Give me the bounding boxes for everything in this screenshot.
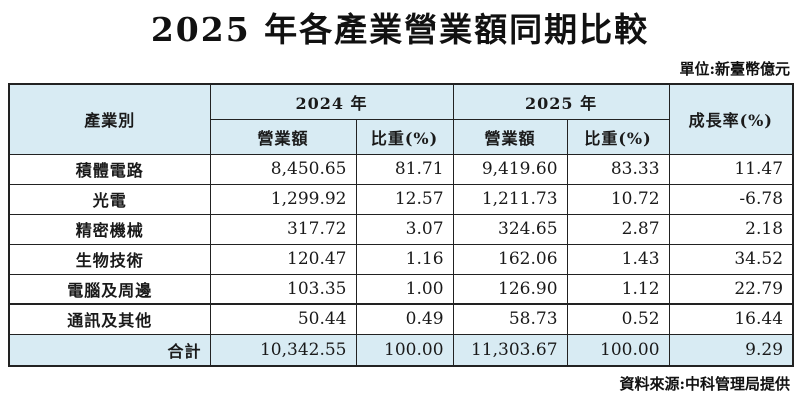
table-row-precision-machinery: 精密機械 317.72 3.07 324.65 2.87 2.18 xyxy=(8,213,794,245)
revenue-2024-value: 120.47 xyxy=(209,243,357,275)
industry-label: 積體電路 xyxy=(8,153,211,185)
share-2025-value: 83.33 xyxy=(566,153,670,185)
revenue-2025-value: 324.65 xyxy=(452,213,568,245)
revenue-2025-value: 58.73 xyxy=(452,303,568,335)
total-revenue-2025-value: 11,303.67 xyxy=(452,333,568,367)
revenue-2025-value: 1,211.73 xyxy=(452,183,568,215)
growth-rate-value: 2.18 xyxy=(668,213,794,245)
source-note: 資料來源:中科管理局提供 xyxy=(619,375,790,393)
share-2024-value: 81.71 xyxy=(355,153,454,185)
share-2025-value: 1.43 xyxy=(566,243,670,275)
header-growth-rate: 成長率(%) xyxy=(668,83,794,155)
growth-rate-value: 16.44 xyxy=(668,303,794,335)
header-industry: 產業別 xyxy=(8,83,211,155)
share-2024-value: 3.07 xyxy=(355,213,454,245)
revenue-2024-value: 103.35 xyxy=(209,273,357,305)
header-share-2025: 比重(%) xyxy=(566,118,670,155)
total-share-2025-value: 100.00 xyxy=(566,333,670,367)
growth-rate-value: 22.79 xyxy=(668,273,794,305)
table-row-integrated-circuits: 積體電路 8,450.65 81.71 9,419.60 83.33 11.47 xyxy=(8,153,794,185)
share-2025-value: 1.12 xyxy=(566,273,670,305)
header-revenue-2024: 營業額 xyxy=(209,118,357,155)
revenue-2025-value: 126.90 xyxy=(452,273,568,305)
table-row-computers-peripherals: 電腦及周邊 103.35 1.00 126.90 1.12 22.79 xyxy=(8,273,794,305)
share-2024-value: 12.57 xyxy=(355,183,454,215)
revenue-2025-value: 9,419.60 xyxy=(452,153,568,185)
share-2025-value: 0.52 xyxy=(566,303,670,335)
revenue-comparison-table: 產業別 2024 年 2025 年 成長率(%) 營業額 比重(%) 營業額 比… xyxy=(8,83,795,367)
growth-rate-value: 11.47 xyxy=(668,153,794,185)
header-row-metrics: 營業額 比重(%) 營業額 比重(%) xyxy=(9,118,793,155)
table-row-optoelectronics: 光電 1,299.92 12.57 1,211.73 10.72 -6.78 xyxy=(8,183,794,215)
share-2024-value: 0.49 xyxy=(355,303,454,335)
industry-label: 電腦及周邊 xyxy=(8,273,211,305)
total-share-2024-value: 100.00 xyxy=(355,333,454,367)
total-label: 合計 xyxy=(8,333,211,367)
revenue-2024-value: 8,450.65 xyxy=(209,153,357,185)
growth-rate-value: 34.52 xyxy=(668,243,794,275)
revenue-2024-value: 1,299.92 xyxy=(209,183,357,215)
header-year-2025: 2025 年 xyxy=(452,83,670,120)
page-title: 2025 年各產業營業額同期比較 xyxy=(150,10,650,49)
unit-note: 單位:新臺幣億元 xyxy=(679,60,790,78)
industry-label: 生物技術 xyxy=(8,243,211,275)
share-2025-value: 10.72 xyxy=(566,183,670,215)
revenue-2024-value: 50.44 xyxy=(209,303,357,335)
growth-rate-value: -6.78 xyxy=(668,183,794,215)
industry-label: 光電 xyxy=(8,183,211,215)
header-year-2024: 2024 年 xyxy=(209,83,454,120)
header-revenue-2025: 營業額 xyxy=(452,118,568,155)
total-revenue-2024-value: 10,342.55 xyxy=(209,333,357,367)
table-header: 產業別 2024 年 2025 年 成長率(%) 營業額 比重(%) 營業額 比… xyxy=(8,83,794,155)
share-2024-value: 1.16 xyxy=(355,243,454,275)
industry-label: 精密機械 xyxy=(8,213,211,245)
revenue-2024-value: 317.72 xyxy=(209,213,357,245)
revenue-2025-value: 162.06 xyxy=(452,243,568,275)
share-2025-value: 2.87 xyxy=(566,213,670,245)
total-growth-rate-value: 9.29 xyxy=(668,333,794,367)
industry-label: 通訊及其他 xyxy=(8,303,211,335)
header-row-years: 產業別 2024 年 2025 年 成長率(%) xyxy=(8,83,794,155)
header-share-2024: 比重(%) xyxy=(355,118,454,155)
share-2024-value: 1.00 xyxy=(355,273,454,305)
table-row-communications-others: 通訊及其他 50.44 0.49 58.73 0.52 16.44 xyxy=(8,303,794,335)
table-body: 積體電路 8,450.65 81.71 9,419.60 83.33 11.47… xyxy=(8,153,794,367)
table-row-biotechnology: 生物技術 120.47 1.16 162.06 1.43 34.52 xyxy=(8,243,794,275)
table-row-total: 合計 10,342.55 100.00 11,303.67 100.00 9.2… xyxy=(8,333,794,367)
